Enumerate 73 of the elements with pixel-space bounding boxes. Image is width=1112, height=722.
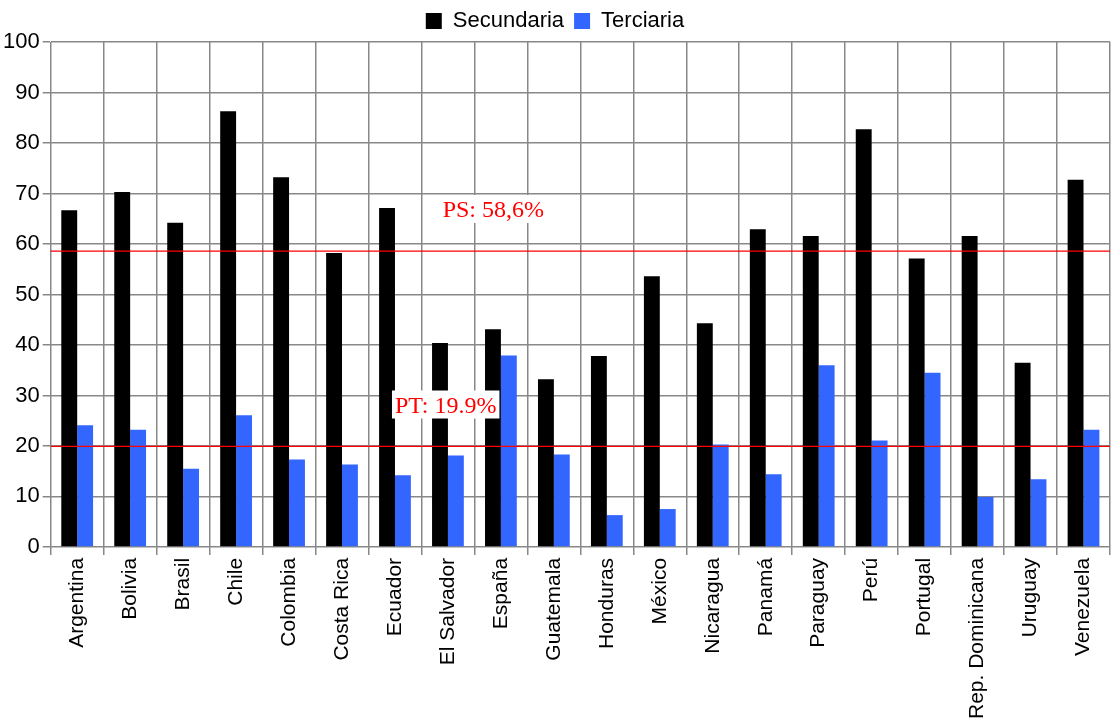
y-tick-label: 0 <box>27 532 40 558</box>
legend-label: Terciaria <box>601 7 685 33</box>
y-tick-label: 30 <box>15 381 40 407</box>
x-tick-label: España <box>487 557 511 630</box>
ref-line-label: PS: 58,6% <box>442 196 545 223</box>
bar <box>855 129 872 547</box>
x-tick-label: Portugal <box>911 557 935 637</box>
x-tick-label: México <box>646 557 670 625</box>
x-tick-label: Brasil <box>169 557 193 611</box>
bar <box>289 459 305 547</box>
bar <box>394 475 411 547</box>
x-tick-label: Perú <box>858 557 882 603</box>
y-tick-label: 10 <box>15 482 40 508</box>
bar <box>961 235 978 547</box>
bar <box>659 509 676 547</box>
bar <box>537 379 554 547</box>
bar <box>908 258 925 547</box>
bar <box>379 208 395 547</box>
bar <box>765 474 782 547</box>
bar <box>236 415 252 547</box>
x-tick-label: Guatemala <box>540 557 564 661</box>
bar <box>1083 429 1100 547</box>
bar <box>220 111 237 547</box>
x-tick-label: Colombia <box>275 557 299 647</box>
bar <box>167 222 184 547</box>
x-tick-label: Uruguay <box>1017 557 1041 638</box>
bar <box>553 454 570 547</box>
bar <box>749 229 766 547</box>
bar <box>447 455 464 547</box>
x-tick-label: Argentina <box>63 557 87 648</box>
y-tick-label: 40 <box>15 331 40 357</box>
y-tick-label: 60 <box>15 230 40 256</box>
bar <box>606 515 623 547</box>
x-tick-label: El Salvador <box>434 557 458 666</box>
bar <box>924 372 941 547</box>
bar <box>500 355 517 547</box>
legend-label: Secundaria <box>452 7 565 33</box>
bar <box>590 356 607 547</box>
y-tick-label: 20 <box>15 432 40 457</box>
bar <box>818 365 835 547</box>
x-tick-label: Paraguay <box>805 557 829 648</box>
bar <box>1067 179 1084 547</box>
x-tick-label: Venezuela <box>1070 557 1094 657</box>
x-tick-label: Ecuador <box>381 557 405 637</box>
y-tick-label: 90 <box>15 78 40 104</box>
y-tick-label: 100 <box>2 28 40 54</box>
bar <box>696 323 713 547</box>
y-tick-label: 50 <box>15 280 40 306</box>
ref-line-label: PT: 19.9% <box>394 391 497 418</box>
bar <box>326 253 343 547</box>
bar <box>1014 362 1031 547</box>
bar <box>114 191 131 547</box>
bar <box>977 496 994 547</box>
bar <box>643 276 660 547</box>
x-tick-label: Costa Rica <box>328 557 352 661</box>
bar <box>273 177 290 547</box>
bar <box>342 464 358 547</box>
x-tick-label: Rep. Dominicana <box>964 557 988 720</box>
bar <box>77 425 94 547</box>
x-tick-label: Nicaragua <box>699 557 723 654</box>
bar <box>1030 479 1047 547</box>
x-tick-label: Panamá <box>752 557 776 637</box>
bar <box>871 440 888 547</box>
x-tick-label: Chile <box>222 557 246 606</box>
x-tick-label: Bolivia <box>116 557 140 620</box>
bar <box>712 444 729 547</box>
bar <box>802 235 819 547</box>
bar <box>183 468 200 547</box>
bar <box>130 429 147 547</box>
bar <box>61 210 78 547</box>
y-tick-label: 70 <box>15 179 40 205</box>
y-tick-label: 80 <box>15 129 40 155</box>
x-tick-label: Honduras <box>593 557 617 649</box>
